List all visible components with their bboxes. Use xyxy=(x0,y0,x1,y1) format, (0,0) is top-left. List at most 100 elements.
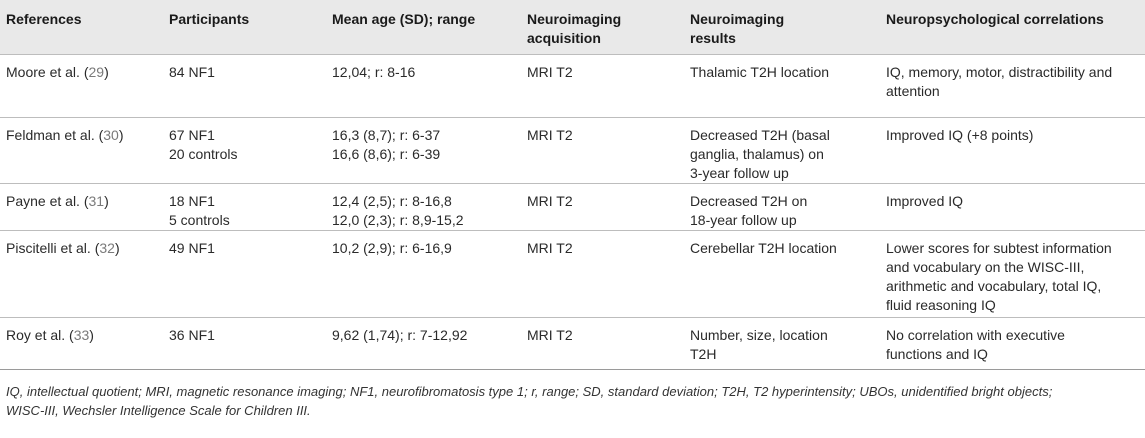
age-line: 12,0 (2,3); r: 8,9-15,2 xyxy=(332,211,464,228)
header-text: acquisition xyxy=(527,30,601,46)
cell-age: 12,4 (2,5); r: 8-16,8 12,0 (2,3); r: 8,9-… xyxy=(326,182,521,230)
header-text: Participants xyxy=(169,11,250,27)
citation-link[interactable]: 30 xyxy=(103,126,119,143)
age-line: 10,2 (2,9); r: 6-16,9 xyxy=(332,239,452,256)
table-row: Piscitelli et al. (32) 49 NF1 10,2 (2,9)… xyxy=(0,229,1145,317)
reference-close: ) xyxy=(118,126,124,143)
header-neuroimaging-results: Neuroimaging results xyxy=(684,0,880,54)
reference-close: ) xyxy=(114,239,120,256)
acquisition-text: MRI T2 xyxy=(527,192,573,209)
cell-participants: 36 NF1 xyxy=(163,316,326,370)
age-line: 12,04; r: 8-16 xyxy=(332,63,416,80)
age-line: 16,3 (8,7); r: 6-37 xyxy=(332,126,441,143)
reference-close: ) xyxy=(104,192,109,209)
citation-link[interactable]: 29 xyxy=(88,63,105,80)
correlations-line: No correlation with executive xyxy=(886,326,1065,343)
correlations-line: functions and IQ xyxy=(886,345,988,362)
header-text: results xyxy=(690,30,736,46)
results-line: Decreased T2H (basal xyxy=(690,126,830,143)
cell-acquisition: MRI T2 xyxy=(521,316,684,370)
reference-name: Feldman et al. ( xyxy=(6,126,104,143)
header-participants: Participants xyxy=(163,0,326,54)
correlations-line: attention xyxy=(886,82,940,99)
correlations-line: fluid reasoning IQ xyxy=(886,296,996,313)
header-text: Neuroimaging xyxy=(527,11,622,27)
header-neuropsychological-correlations: Neuropsychological correlations xyxy=(880,0,1145,54)
cell-results: Decreased T2H (basal ganglia, thalamus) o… xyxy=(684,116,880,183)
header-references: References xyxy=(0,0,163,54)
cell-correlations: Lower scores for subtest information and … xyxy=(880,229,1145,317)
results-line: Cerebellar T2H location xyxy=(690,239,837,256)
results-line: Decreased T2H on xyxy=(690,192,808,209)
cell-correlations: IQ, memory, motor, distractibility and at… xyxy=(880,53,1145,117)
cell-correlations: Improved IQ (+8 points) xyxy=(880,116,1145,183)
participants-line: 84 NF1 xyxy=(169,63,215,80)
reference-name: Roy et al. ( xyxy=(6,326,74,343)
footnote-line: WISC-III, Wechsler Intelligence Scale fo… xyxy=(6,402,311,418)
cell-acquisition: MRI T2 xyxy=(521,53,684,117)
correlations-line: Lower scores for subtest information xyxy=(886,239,1112,256)
participants-line: 36 NF1 xyxy=(169,326,215,343)
citation-link[interactable]: 31 xyxy=(88,192,105,209)
reference-name: Moore et al. ( xyxy=(6,63,89,80)
age-line: 9,62 (1,74); r: 7-12,92 xyxy=(332,326,468,343)
cell-results: Cerebellar T2H location xyxy=(684,229,880,317)
cell-acquisition: MRI T2 xyxy=(521,229,684,317)
cell-participants: 49 NF1 xyxy=(163,229,326,317)
table-row: Feldman et al. (30) 67 NF1 20 controls 16… xyxy=(0,116,1145,183)
cell-age: 16,3 (8,7); r: 6-37 16,6 (8,6); r: 6-39 xyxy=(326,116,521,183)
correlations-line: Improved IQ (+8 points) xyxy=(886,126,1034,143)
header-text: Neuropsychological correlations xyxy=(886,11,1104,27)
cell-correlations: No correlation with executive functions a… xyxy=(880,316,1145,370)
footnote-line: IQ, intellectual quotient; MRI, magnetic… xyxy=(6,383,1053,399)
cell-acquisition: MRI T2 xyxy=(521,182,684,230)
cell-reference: Feldman et al. (30) xyxy=(0,116,163,183)
citation-link[interactable]: 32 xyxy=(99,239,115,256)
age-line: 12,4 (2,5); r: 8-16,8 xyxy=(332,192,452,209)
cell-results: Thalamic T2H location xyxy=(684,53,880,117)
cell-reference: Payne et al. (31) xyxy=(0,182,163,230)
table-footnote: IQ, intellectual quotient; MRI, magnetic… xyxy=(0,370,1142,420)
correlations-line: IQ, memory, motor, distractibility and xyxy=(886,63,1113,80)
acquisition-text: MRI T2 xyxy=(527,126,573,143)
header-text: Mean age (SD); range xyxy=(332,11,476,27)
cell-reference: Moore et al. (29) xyxy=(0,53,163,117)
acquisition-text: MRI T2 xyxy=(527,63,573,80)
cell-results: Decreased T2H on 18-year follow up xyxy=(684,182,880,230)
cell-correlations: Improved IQ xyxy=(880,182,1145,230)
citation-link[interactable]: 33 xyxy=(73,326,90,343)
results-line: 3-year follow up xyxy=(690,164,789,181)
participants-line: 20 controls xyxy=(169,145,238,162)
age-line: 16,6 (8,6); r: 6-39 xyxy=(332,145,441,162)
cell-age: 9,62 (1,74); r: 7-12,92 xyxy=(326,316,521,370)
results-line: Number, size, location xyxy=(690,326,828,343)
table-row: Moore et al. (29) 84 NF1 12,04; r: 8-16 … xyxy=(0,53,1145,117)
header-neuroimaging-acquisition: Neuroimaging acquisition xyxy=(521,0,684,54)
table-header-row: References Participants Mean age (SD); r… xyxy=(0,0,1145,54)
results-line: ganglia, thalamus) on xyxy=(690,145,824,162)
header-mean-age: Mean age (SD); range xyxy=(326,0,521,54)
correlations-line: and vocabulary on the WISC-III, xyxy=(886,258,1085,275)
table-row: Roy et al. (33) 36 NF1 9,62 (1,74); r: 7… xyxy=(0,316,1145,370)
reference-close: ) xyxy=(104,63,109,80)
acquisition-text: MRI T2 xyxy=(527,239,573,256)
cell-age: 12,04; r: 8-16 xyxy=(326,53,521,117)
reference-close: ) xyxy=(89,326,94,343)
cell-participants: 84 NF1 xyxy=(163,53,326,117)
results-line: Thalamic T2H location xyxy=(690,63,830,80)
cell-age: 10,2 (2,9); r: 6-16,9 xyxy=(326,229,521,317)
correlations-line: arithmetic and vocabulary, total IQ, xyxy=(886,277,1102,294)
studies-table: References Participants Mean age (SD); r… xyxy=(0,0,1145,370)
results-line: T2H xyxy=(690,345,717,362)
header-text: Neuroimaging xyxy=(690,11,785,27)
results-line: 18-year follow up xyxy=(690,211,797,228)
acquisition-text: MRI T2 xyxy=(527,326,573,343)
cell-results: Number, size, location T2H xyxy=(684,316,880,370)
reference-name: Payne et al. ( xyxy=(6,192,89,209)
participants-line: 67 NF1 xyxy=(169,126,215,143)
table-row: Payne et al. (31) 18 NF1 5 controls 12,4 … xyxy=(0,182,1145,230)
cell-participants: 18 NF1 5 controls xyxy=(163,182,326,230)
cell-reference: Piscitelli et al. (32) xyxy=(0,229,163,317)
cell-participants: 67 NF1 20 controls xyxy=(163,116,326,183)
